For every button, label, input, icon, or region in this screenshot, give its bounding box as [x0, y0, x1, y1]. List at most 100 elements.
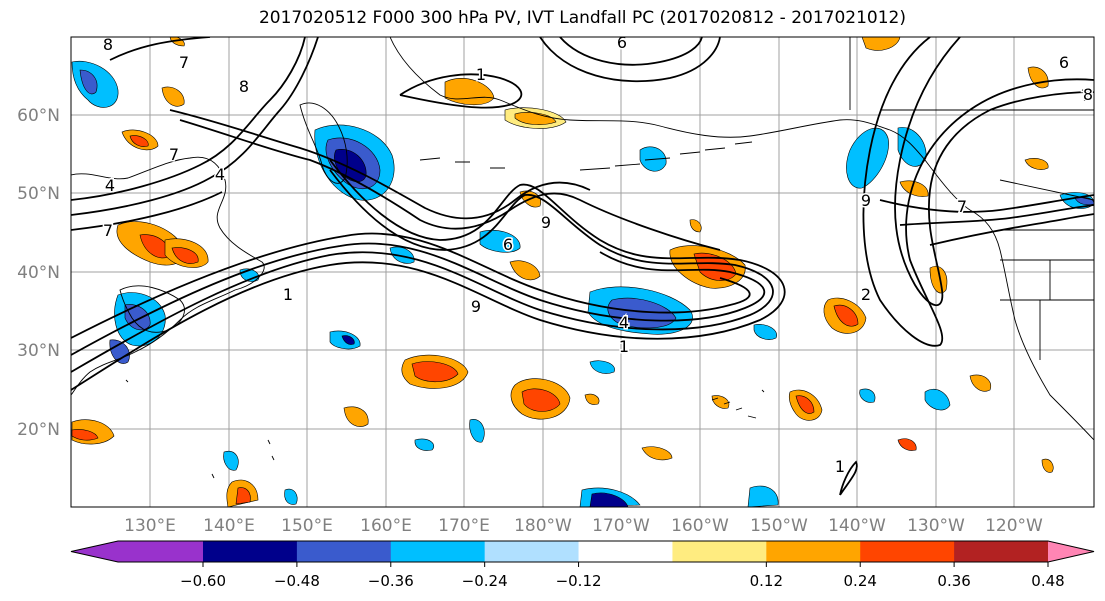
contour-label: 9 [541, 213, 551, 232]
contour-label: 7 [103, 221, 113, 240]
na-borders [849, 37, 1094, 360]
ivt-contours [71, 37, 1094, 496]
contour-label: 6 [503, 235, 513, 254]
anomaly-blob [1041, 458, 1054, 473]
graticule [71, 37, 1094, 507]
contour-label: 1 [835, 457, 845, 476]
contour-line [71, 232, 751, 339]
colorbar-tick-label: 0.48 [1031, 572, 1064, 590]
longitude-label: 130°W [907, 516, 965, 536]
anomaly-blob [924, 388, 951, 411]
contour-line [929, 213, 1094, 246]
contour-line [539, 37, 721, 83]
contour-line [71, 37, 319, 216]
coastlines [71, 37, 1094, 479]
contour-label: 2 [861, 285, 871, 304]
latitude-label: 40°N [17, 263, 60, 283]
colorbar-tick-label: −0.60 [180, 572, 226, 590]
contour-label: 4 [215, 165, 225, 184]
contour-line [71, 191, 223, 231]
longitude-label: 160°E [360, 516, 412, 536]
contour-label: 7 [169, 145, 179, 164]
anomaly-blob [589, 360, 615, 374]
contour-label: 1 [476, 65, 486, 84]
contour-line [71, 37, 306, 201]
anomaly-blob [235, 487, 251, 505]
anomaly-blob [411, 361, 459, 383]
colorbar-extend-high [1048, 541, 1094, 562]
contour-line [879, 194, 1094, 213]
contour-label: 7 [179, 53, 189, 72]
contour-line [894, 37, 1094, 307]
colorbar-bin [672, 541, 767, 562]
contour-label: 9 [471, 297, 481, 316]
longitude-label: 180°W [514, 516, 572, 536]
longitude-label: 170°W [592, 516, 650, 536]
latitude-label: 30°N [17, 341, 60, 361]
longitude-label: 120°W [985, 516, 1043, 536]
anomaly-blob [414, 438, 435, 451]
anomaly-blob [521, 388, 561, 412]
colorbar-tick-label: 0.12 [750, 572, 783, 590]
anomaly-blob [71, 429, 99, 441]
colorbar-tick-label: 0.36 [937, 572, 970, 590]
contour-label: 9 [861, 191, 871, 210]
anomaly-blob [284, 488, 298, 505]
anomaly-blob [129, 135, 149, 147]
contour-line [71, 159, 786, 391]
longitude-label: 140°E [203, 516, 255, 536]
contour-label: 4 [619, 313, 629, 332]
anomaly-blob [341, 335, 355, 345]
colorbar-bin [578, 541, 673, 562]
contour-label: 1 [283, 285, 293, 304]
contour-label: 1 [619, 337, 629, 356]
anomaly-blob [859, 388, 876, 403]
anomaly-blob [584, 393, 600, 405]
anomaly-blob [899, 180, 929, 197]
anomaly-blob [969, 374, 992, 392]
latitude-labels: 60°N 50°N 40°N 30°N 20°N [17, 106, 60, 440]
colorbar-tick-label: −0.36 [368, 572, 414, 590]
anomaly-blob [897, 438, 917, 451]
colorbar-tick-label: −0.12 [556, 572, 602, 590]
anomaly-blob [514, 112, 557, 125]
colorbar: −0.60 −0.48 −0.36 −0.24 −0.12 0.12 0.24 0.36 0.4… [70, 540, 1095, 590]
contour-line [839, 460, 858, 496]
longitude-label: 170°E [438, 516, 490, 536]
anomaly-blob [641, 446, 673, 461]
anomaly-blob [343, 406, 369, 427]
anomaly-blob [509, 260, 541, 281]
map-title: 2017020512 F000 300 hPa PV, IVT Landfall… [258, 8, 906, 28]
anomaly-blob [223, 450, 239, 471]
contour-line [109, 37, 211, 61]
colorbar-bin [484, 541, 580, 562]
anomaly-blob [753, 324, 777, 340]
hawaii-islands [711, 397, 757, 419]
longitude-label: 150°E [281, 516, 333, 536]
contour-label: 7 [1081, 86, 1091, 105]
contour-label: 8 [239, 77, 249, 96]
contour-line [862, 37, 1094, 347]
colorbar-bin [390, 541, 486, 562]
contour-line [169, 109, 591, 220]
latitude-label: 20°N [17, 420, 60, 440]
anomaly-blob [833, 304, 859, 327]
contour-label: 6 [1059, 53, 1069, 72]
colorbar-tick-label: −0.48 [274, 572, 320, 590]
contour-line [71, 169, 774, 373]
longitude-label: 140°W [828, 516, 886, 536]
anomaly-blob [795, 395, 815, 414]
contour-line [399, 73, 523, 109]
colorbar-bin [118, 541, 203, 562]
anomaly-blob [109, 339, 130, 364]
alaska-coastline [389, 37, 1094, 441]
contour-line [899, 204, 1094, 226]
contour-label: 4 [105, 176, 115, 195]
anomaly-blob [469, 419, 485, 443]
colorbar-bin [203, 541, 298, 562]
contour-line [71, 242, 766, 356]
map-frame [70, 36, 1095, 508]
colorbar-bin [766, 541, 861, 562]
